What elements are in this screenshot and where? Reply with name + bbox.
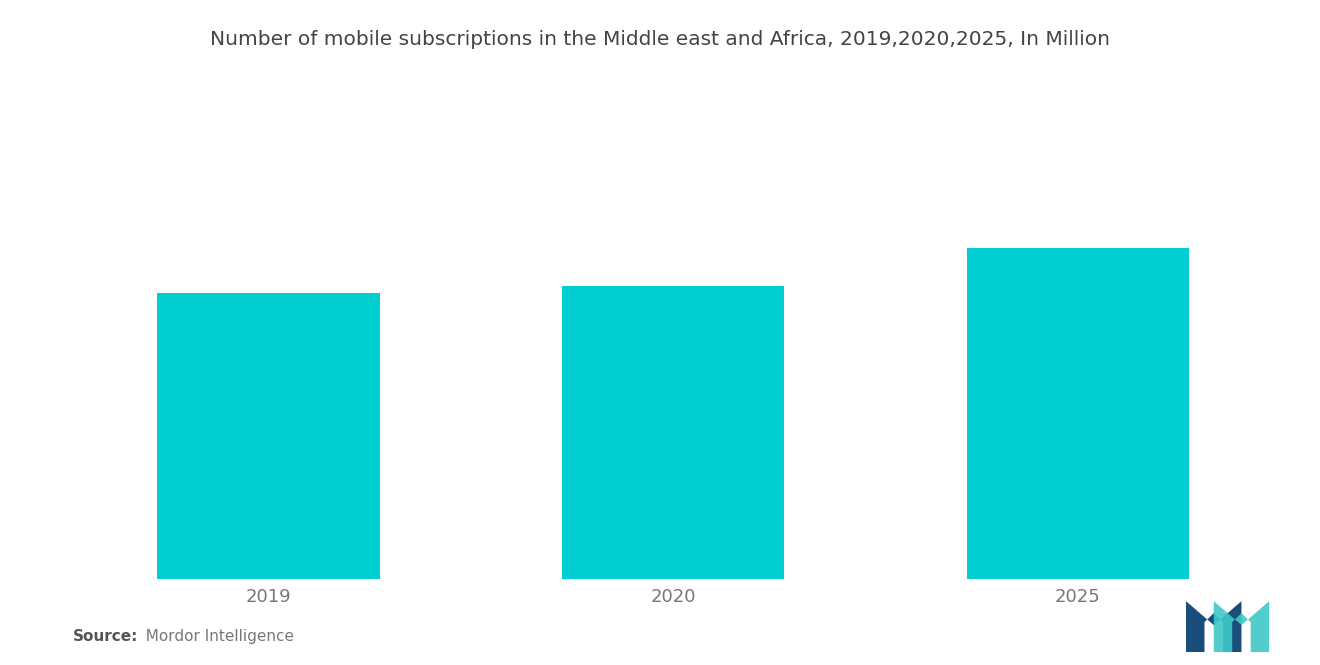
Bar xyxy=(157,293,380,579)
Bar xyxy=(966,248,1189,579)
Bar xyxy=(562,287,784,579)
Text: Source:: Source: xyxy=(73,628,139,644)
Text: Number of mobile subscriptions in the Middle east and Africa, 2019,2020,2025, In: Number of mobile subscriptions in the Mi… xyxy=(210,30,1110,49)
Text: Mordor Intelligence: Mordor Intelligence xyxy=(136,628,294,644)
